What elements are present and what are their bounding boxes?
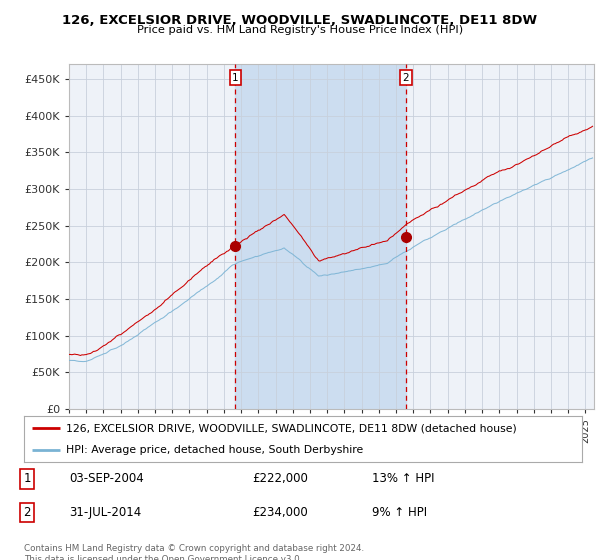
Text: 126, EXCELSIOR DRIVE, WOODVILLE, SWADLINCOTE, DE11 8DW (detached house): 126, EXCELSIOR DRIVE, WOODVILLE, SWADLIN… bbox=[66, 423, 517, 433]
Text: 1: 1 bbox=[23, 472, 31, 486]
Text: 1: 1 bbox=[232, 73, 239, 82]
Text: 31-JUL-2014: 31-JUL-2014 bbox=[69, 506, 141, 519]
Text: 126, EXCELSIOR DRIVE, WOODVILLE, SWADLINCOTE, DE11 8DW: 126, EXCELSIOR DRIVE, WOODVILLE, SWADLIN… bbox=[62, 14, 538, 27]
Text: 9% ↑ HPI: 9% ↑ HPI bbox=[372, 506, 427, 519]
Text: 03-SEP-2004: 03-SEP-2004 bbox=[69, 472, 144, 486]
Bar bbox=[235, 64, 406, 409]
Text: 2: 2 bbox=[23, 506, 31, 519]
Text: HPI: Average price, detached house, South Derbyshire: HPI: Average price, detached house, Sout… bbox=[66, 445, 363, 455]
Text: £234,000: £234,000 bbox=[252, 506, 308, 519]
Text: 13% ↑ HPI: 13% ↑ HPI bbox=[372, 472, 434, 486]
Text: Price paid vs. HM Land Registry's House Price Index (HPI): Price paid vs. HM Land Registry's House … bbox=[137, 25, 463, 35]
Text: Contains HM Land Registry data © Crown copyright and database right 2024.
This d: Contains HM Land Registry data © Crown c… bbox=[24, 544, 364, 560]
Text: £222,000: £222,000 bbox=[252, 472, 308, 486]
Text: 2: 2 bbox=[403, 73, 409, 82]
